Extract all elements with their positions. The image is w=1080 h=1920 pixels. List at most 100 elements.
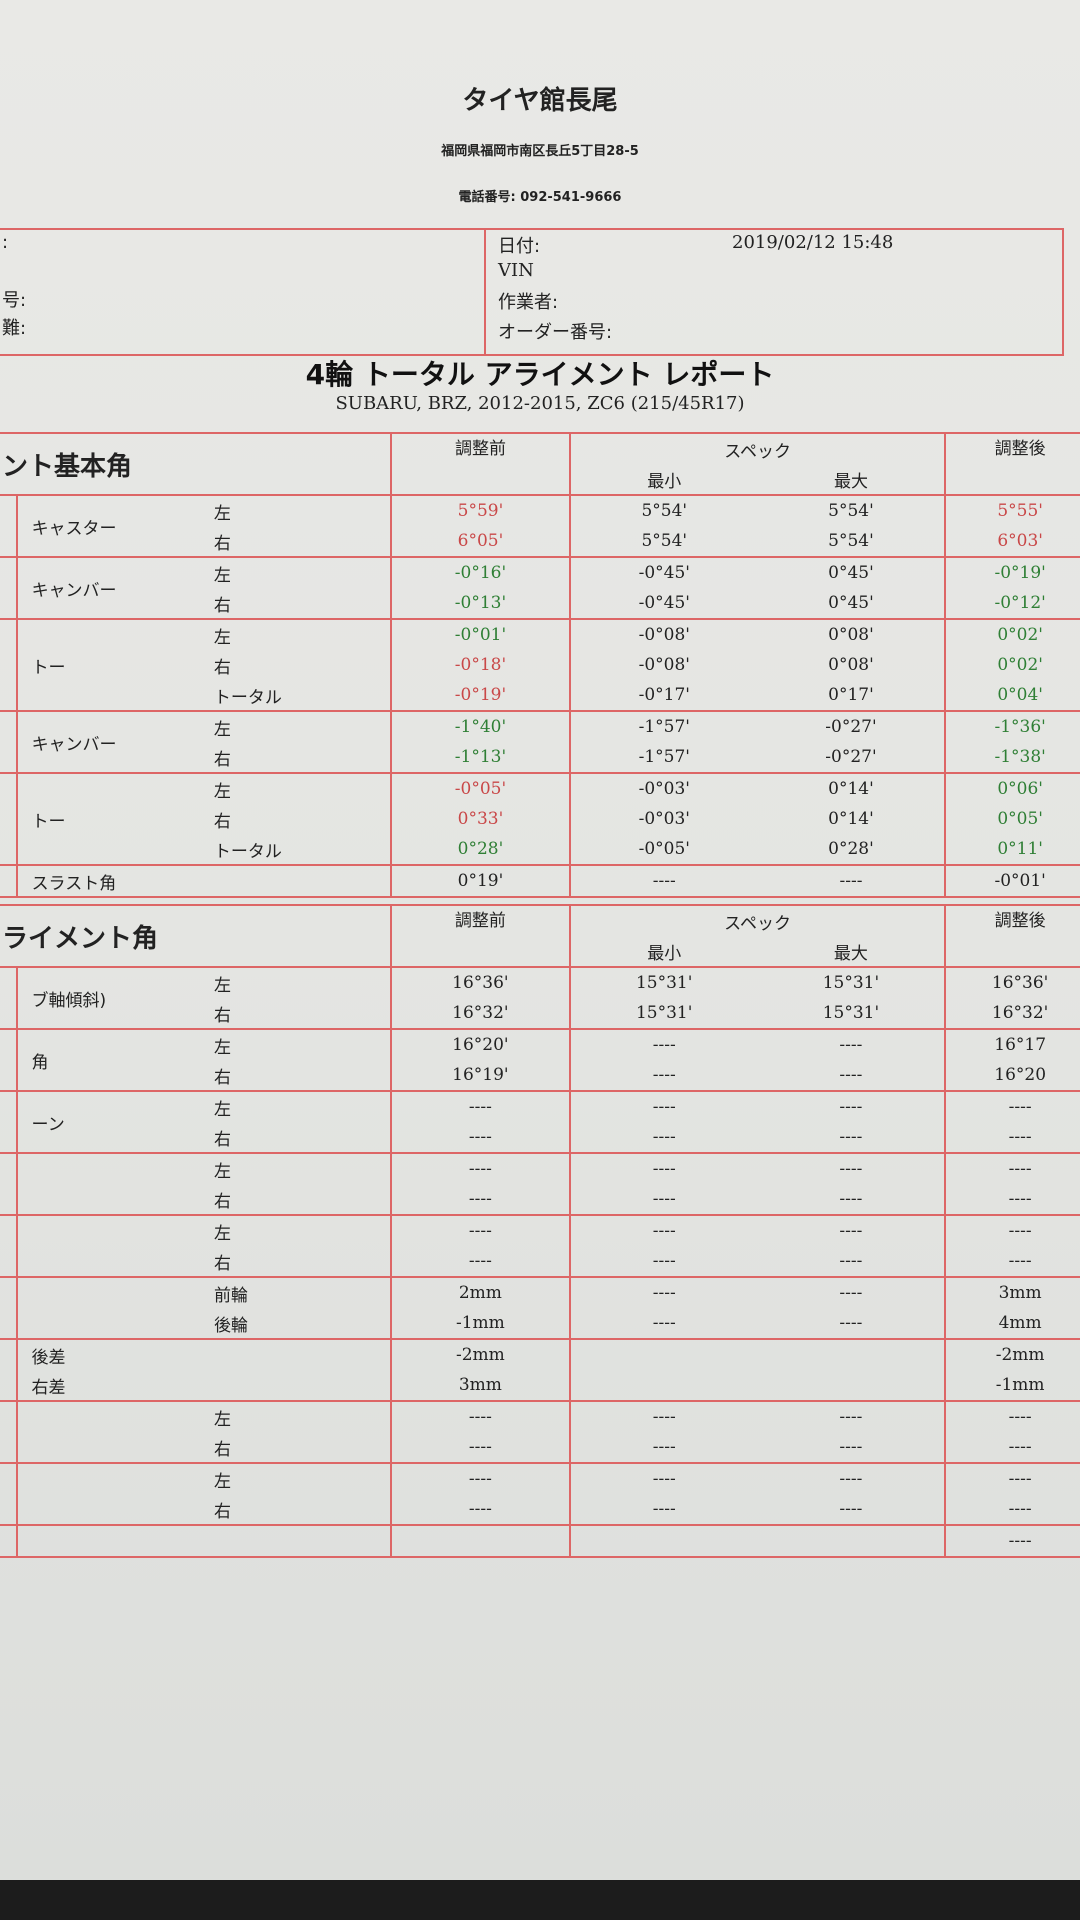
side-label: 左 [197, 1091, 392, 1122]
measurement-group: 左 ---- ---- ---- ---- 右 ---- ---- ---- ---- [0, 1463, 1080, 1525]
value-before: ---- [389, 1432, 571, 1463]
table-row: ーン左 ---- ---- ---- ---- [0, 1091, 1080, 1135]
value-before: 16°19' [389, 1060, 571, 1091]
spec-min: -1°57' [568, 742, 758, 773]
side-label: トータル [197, 680, 393, 711]
side-label: 右 [197, 1494, 392, 1525]
group-margin [0, 1184, 18, 1215]
table-row: 右 -0°13' -0°45' 0°45' -0°12' [0, 588, 1080, 619]
item-name [17, 1277, 198, 1339]
header-min: 最小 [568, 464, 758, 495]
value-before: -0°16' [390, 557, 571, 588]
value-before: ---- [389, 1153, 571, 1184]
table-row: 右 ---- ---- ---- ---- [0, 1122, 1080, 1153]
side-label: 左 [197, 711, 393, 742]
table-row: トー 左 -0°01' -0°08' 0°08' 0°02' [0, 619, 1080, 678]
group-margin [0, 1308, 18, 1339]
side-label: 左 [197, 1153, 392, 1184]
item-name: トー [31, 657, 66, 678]
side-label: 右 [197, 1184, 392, 1215]
group-margin [0, 557, 18, 588]
order-number-label: オーダー番号: [498, 322, 613, 343]
item-name: ーン [31, 1114, 65, 1135]
measurement-group: キャンバー左 -1°40' -1°57' -0°27' -1°36' 右 -1°13' -1°… [0, 711, 1080, 773]
group-margin [0, 1060, 18, 1091]
value-after: -0°01' [944, 865, 1080, 897]
spec-max: 15°31' [757, 967, 947, 998]
value-after: ---- [944, 1494, 1080, 1525]
value-after: -1mm [944, 1370, 1080, 1401]
header-before: 調整前 [389, 905, 571, 967]
value-after: ---- [944, 1215, 1080, 1246]
value-before: 5°59' [390, 495, 571, 526]
spec-max: ---- [757, 1494, 947, 1525]
info-box: : 号: 難: 日付: 2019/02/12 15:48 VIN 作業者: オー… [0, 228, 1064, 356]
value-after: 0°02' [944, 619, 1080, 650]
value-before: -1mm [389, 1308, 571, 1339]
spec-max: 0°08' [757, 619, 947, 650]
side-label: 左 [197, 619, 393, 650]
spec-max: ---- [757, 1029, 947, 1060]
group-margin [0, 1215, 18, 1246]
value-after: 0°11' [944, 834, 1080, 865]
spec-max: 5°54' [757, 495, 947, 526]
group-margin [0, 1432, 18, 1463]
report-title-block: 4輪 トータル アライメント レポート SUBARU, BRZ, 2012-20… [0, 353, 1080, 414]
spec-min: ---- [568, 1401, 758, 1432]
group-margin [0, 1525, 18, 1557]
value-before: -1°13' [390, 742, 571, 773]
spec-min: -0°03' [568, 773, 758, 804]
shop-name: タイヤ館長尾 [462, 86, 618, 116]
value-before: 16°36' [389, 967, 571, 998]
header-spec: スペック [568, 433, 947, 464]
value-after: 3mm [944, 1277, 1080, 1308]
side-label [197, 1339, 392, 1370]
measurement-group: ---- [0, 1525, 1080, 1557]
measurement-group: ブ軸傾斜) 左 16°36' 15°31' 15°31' 16°36' 右 16°32' 15°… [0, 967, 1080, 1029]
basic-angles-table: ント基本角 調整前 スペック 調整後 最小 最大 キャスター左 5°59' 5°54' 5°54'… [0, 432, 1080, 898]
spec-max: 0°28' [757, 834, 947, 865]
value-before [389, 1525, 571, 1557]
measurement-group: キャンバー左 -0°16' -0°45' 0°45' -0°19' 右 -0°13' -0°4… [0, 557, 1080, 619]
spec-min [568, 1339, 758, 1370]
spec-max: -0°27' [757, 711, 947, 742]
group-margin [0, 1463, 18, 1494]
spec-max: ---- [757, 1401, 947, 1432]
value-before: ---- [389, 1494, 571, 1525]
value-after: ---- [944, 1246, 1080, 1277]
measurement-group: ーン左 ---- ---- ---- ---- 右 ---- ---- ---- ---- [0, 1091, 1080, 1153]
side-label: 後輪 [197, 1308, 392, 1339]
side-label: 右 [197, 1432, 392, 1463]
measurement-group: 前輪 2mm ---- ---- 3mm 後輪 -1mm ---- ---- 4mm [0, 1277, 1080, 1339]
table-row: 左 ---- ---- ---- ---- [0, 1401, 1080, 1432]
side-label: 右 [197, 1246, 392, 1277]
spec-min: -0°08' [568, 619, 758, 650]
spec-max: ---- [757, 1432, 947, 1463]
spec-min: 5°54' [568, 495, 758, 526]
group-margin [0, 1246, 18, 1277]
group-margin [0, 1091, 18, 1122]
spec-max: ---- [757, 1463, 947, 1494]
value-before: ---- [389, 1401, 571, 1432]
spec-max: 0°14' [757, 773, 947, 804]
spec-max: ---- [757, 1308, 947, 1339]
spec-min: ---- [568, 1091, 758, 1122]
spec-min: -1°57' [568, 711, 758, 742]
spec-min [568, 1525, 758, 1557]
value-after: -0°19' [944, 557, 1080, 588]
side-label: 左 [197, 1401, 392, 1432]
side-label: 前輪 [197, 1277, 392, 1308]
table-row: 右 ---- ---- ---- ---- [0, 1432, 1080, 1463]
spec-max: ---- [757, 865, 947, 897]
table-row: 右 0°33' -0°03' 0°14' 0°05' [0, 804, 1080, 834]
group-margin [0, 1153, 18, 1184]
side-label: トータル [197, 834, 393, 865]
spec-max: 0°08' [757, 650, 947, 680]
item-name [17, 1525, 198, 1557]
group-margin [0, 711, 18, 742]
item-name: キャンバー [31, 580, 117, 601]
value-before: 0°33' [390, 804, 571, 834]
spec-min: ---- [568, 1277, 758, 1308]
header-after: 調整後 [944, 905, 1080, 967]
side-label [197, 865, 393, 897]
